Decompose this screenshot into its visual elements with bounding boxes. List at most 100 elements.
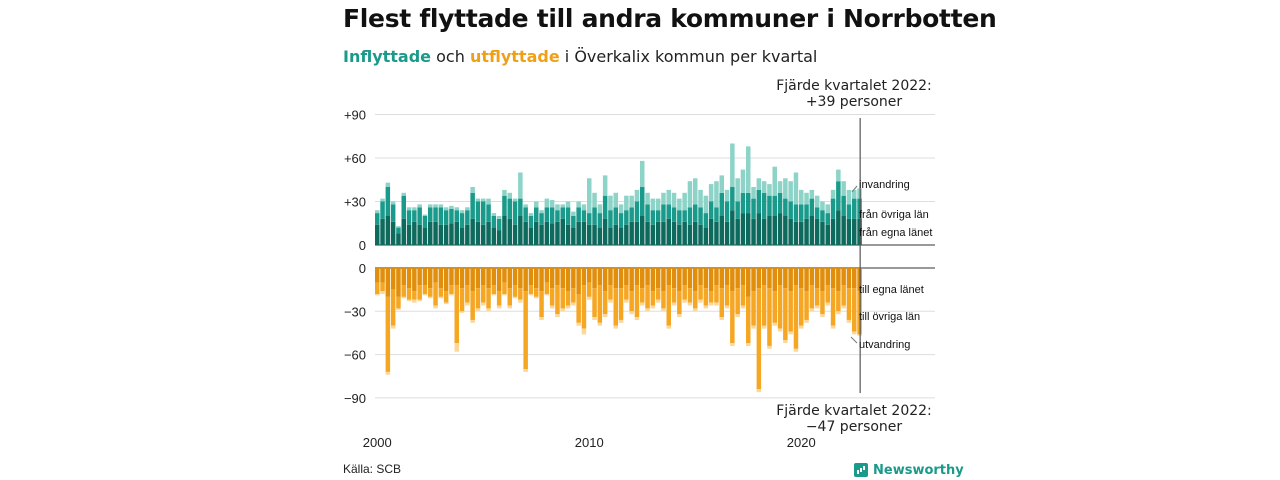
- bar-out-other: [486, 288, 491, 309]
- bar-in-other: [788, 201, 793, 219]
- bar-out-other: [454, 285, 459, 344]
- bar-out-emigration: [687, 302, 693, 306]
- bar-out-emigration: [820, 314, 825, 318]
- bar-in-own: [422, 227, 428, 245]
- bar-out-other: [581, 285, 587, 329]
- bar-out-emigration: [655, 299, 661, 303]
- bar-in-other: [730, 187, 735, 211]
- bar-out-own: [602, 268, 608, 292]
- bar-in-immigration: [576, 201, 581, 208]
- bar-in-own: [751, 218, 756, 245]
- bar-out-own: [417, 268, 422, 286]
- bar-in-own: [698, 224, 703, 245]
- bar-out-other: [624, 285, 629, 300]
- bar-out-emigration: [428, 296, 433, 299]
- bar-in-immigration: [438, 204, 444, 208]
- bar-in-immigration: [624, 195, 629, 211]
- bar-out-other: [724, 285, 730, 306]
- bar-in-own: [693, 221, 698, 245]
- bar-in-own: [534, 221, 539, 245]
- bar-out-other: [693, 291, 698, 309]
- bar-in-other: [814, 207, 820, 219]
- bar-out-own: [613, 268, 618, 289]
- bar-out-own: [406, 268, 412, 289]
- bar-in-own: [549, 223, 555, 245]
- bar-out-emigration: [804, 319, 809, 323]
- bar-in-other: [735, 201, 740, 219]
- bar-out-own: [459, 268, 465, 289]
- bar-in-immigration: [666, 189, 671, 205]
- bar-out-emigration: [587, 296, 592, 300]
- series-label-in: från övriga län: [859, 209, 929, 221]
- bar-in-other: [597, 213, 603, 228]
- bar-out-emigration: [666, 325, 671, 329]
- bar-in-own: [406, 224, 412, 245]
- bar-in-own: [825, 224, 830, 245]
- bar-in-immigration: [491, 213, 497, 216]
- bar-out-emigration: [576, 322, 581, 326]
- bar-out-other: [841, 285, 846, 306]
- bar-out-other: [852, 288, 857, 332]
- bar-out-own: [857, 268, 862, 292]
- bar-out-own: [714, 268, 719, 286]
- bar-in-own: [703, 227, 709, 245]
- annotation-top-line2: +39 personer: [805, 94, 903, 110]
- bar-out-emigration: [385, 371, 391, 375]
- bar-out-emigration: [640, 302, 645, 306]
- bar-out-emigration: [512, 296, 518, 299]
- bar-out-emigration: [629, 311, 634, 315]
- bar-in-other: [682, 210, 687, 222]
- bar-out-emigration: [751, 325, 756, 329]
- bar-out-own: [454, 268, 459, 286]
- bar-in-own: [465, 224, 470, 245]
- bar-in-immigration: [788, 181, 793, 202]
- bar-out-other: [385, 296, 391, 372]
- bar-out-own: [475, 268, 481, 289]
- bar-in-immigration: [682, 192, 687, 211]
- bar-out-other: [507, 288, 512, 306]
- bar-out-emigration: [528, 293, 534, 296]
- bar-out-emigration: [677, 314, 682, 318]
- bar-in-immigration: [443, 207, 449, 211]
- bar-in-immigration: [518, 172, 523, 199]
- bar-out-own: [634, 268, 640, 286]
- bar-in-immigration: [565, 201, 571, 208]
- bar-in-other: [534, 207, 539, 222]
- bar-out-emigration: [465, 302, 470, 306]
- bar-out-emigration: [581, 328, 587, 335]
- bar-in-other: [401, 195, 406, 219]
- bar-out-own: [396, 268, 401, 297]
- bar-out-emigration: [624, 299, 629, 303]
- bar-out-emigration: [836, 311, 841, 315]
- bar-out-other: [799, 288, 804, 326]
- series-label-out: utvandring: [859, 339, 910, 351]
- bar-out-emigration: [618, 319, 624, 323]
- bar-in-immigration: [496, 216, 502, 219]
- bar-in-own: [507, 218, 512, 245]
- bar-out-own: [793, 268, 799, 286]
- bar-in-immigration: [507, 192, 512, 199]
- bar-in-other: [708, 201, 714, 219]
- bar-out-other: [587, 282, 592, 297]
- bar-out-other: [655, 288, 661, 300]
- bar-in-own: [518, 216, 523, 245]
- bar-out-own: [825, 268, 830, 286]
- brand-logo: Newsworthy: [854, 462, 964, 478]
- bar-in-immigration: [560, 204, 565, 208]
- bar-in-other: [481, 201, 486, 225]
- bar-out-other: [735, 288, 740, 315]
- bar-in-immigration: [613, 192, 618, 208]
- bar-out-emigration: [846, 319, 852, 323]
- bar-in-immigration: [534, 201, 539, 208]
- bar-out-other: [438, 288, 444, 297]
- bar-out-emigration: [602, 314, 608, 318]
- bar-in-other: [428, 207, 433, 222]
- bar-out-emigration: [507, 305, 512, 309]
- bar-out-other: [666, 285, 671, 326]
- bar-in-other: [714, 207, 719, 222]
- bar-in-other: [380, 201, 385, 219]
- bar-out-own: [761, 268, 767, 286]
- bar-out-own: [830, 268, 836, 289]
- bar-out-other: [788, 291, 793, 332]
- bar-out-emigration: [756, 389, 762, 393]
